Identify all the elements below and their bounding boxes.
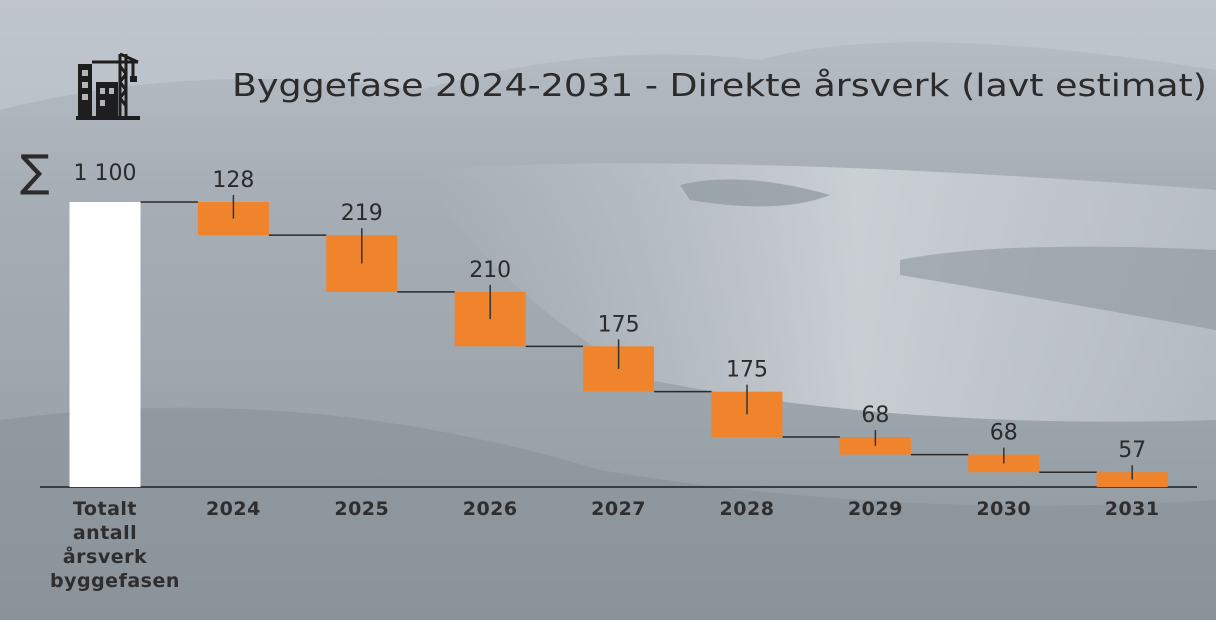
value-label: 210: [469, 258, 511, 283]
x-tick-label: 2031: [1077, 497, 1187, 521]
x-tick-label: 2024: [178, 497, 288, 521]
value-label: 1 100: [74, 161, 137, 186]
value-label: 128: [212, 168, 254, 193]
value-label: 175: [726, 358, 768, 383]
value-label: 175: [598, 312, 640, 337]
value-label: 68: [861, 403, 889, 428]
x-tick-label: 2025: [307, 497, 417, 521]
total-symbol: ∑: [20, 146, 50, 197]
x-tick-label: 2027: [564, 497, 674, 521]
chart-title: Byggefase 2024-2031 - Direkte årsverk (l…: [232, 68, 1207, 104]
total-bar: [70, 202, 141, 487]
chart: Byggefase 2024-2031 - Direkte årsverk (l…: [0, 0, 1216, 620]
x-tick-label: Totalt antall årsverk byggefasen: [50, 497, 160, 593]
page: Byggefase 2024-2031 - Direkte årsverk (l…: [0, 0, 1216, 620]
value-label: 68: [990, 421, 1018, 446]
value-label: 57: [1118, 438, 1146, 463]
x-tick-label: 2030: [949, 497, 1059, 521]
x-tick-label: 2028: [692, 497, 802, 521]
x-tick-label: 2029: [820, 497, 930, 521]
x-tick-label: 2026: [435, 497, 545, 521]
value-label: 219: [341, 201, 383, 226]
construction-icon: [76, 54, 140, 120]
